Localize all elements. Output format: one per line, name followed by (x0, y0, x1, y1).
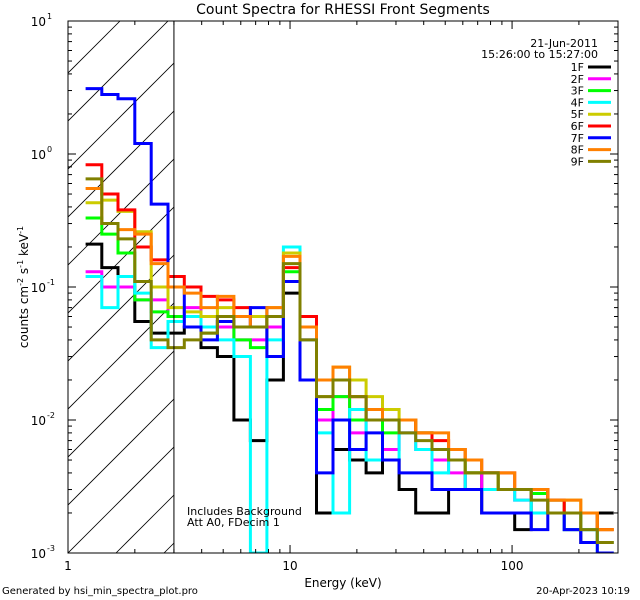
legend-label-5F: 5F (571, 108, 584, 121)
y-axis-label-part: s (17, 268, 31, 278)
legend-label-1F: 1F (571, 61, 584, 74)
y-tick-exponent: -3 (47, 544, 55, 553)
y-tick-exponent: -1 (47, 278, 55, 287)
y-tick-exponent: -2 (47, 411, 55, 420)
chart-title: Count Spectra for RHESSI Front Segments (196, 2, 490, 18)
date-label: 21-Jun-2011 (530, 37, 598, 50)
y-axis-label: counts cm-2 s-1 keV-1 (16, 226, 31, 348)
x-tick-label: 10 (282, 559, 297, 573)
y-tick-exponent: 1 (47, 12, 52, 21)
legend-label-9F: 9F (571, 155, 584, 168)
y-tick-label: 10 (31, 15, 46, 29)
x-tick-label: 1 (64, 559, 72, 573)
legend-label-3F: 3F (571, 85, 584, 98)
y-tick-label: 10 (31, 414, 46, 428)
x-axis-label: Energy (keV) (304, 576, 381, 590)
y-axis-label-part: keV (17, 233, 31, 260)
series-layer (85, 87, 614, 553)
y-tick-label: 10 (31, 281, 46, 295)
hatch-line (68, 21, 313, 266)
legend-label-8F: 8F (571, 144, 584, 157)
excluded-energy-hatch (68, 21, 618, 553)
legend-label-6F: 6F (571, 120, 584, 133)
series-9F (85, 177, 614, 544)
attenuator-note: Att A0, FDecim 1 (187, 516, 280, 529)
x-tick-label: 100 (501, 559, 524, 573)
y-axis-label-part: -1 (16, 260, 25, 268)
legend-label-4F: 4F (571, 96, 584, 109)
series-7F (85, 87, 614, 553)
y-tick-exponent: 0 (47, 145, 52, 154)
y-tick-label: 10 (31, 148, 46, 162)
legend-label-7F: 7F (571, 132, 584, 145)
y-axis-label-part: -1 (16, 226, 25, 234)
background-note: Includes Background (187, 505, 302, 518)
y-tick-label: 10 (31, 547, 46, 561)
timestamp-text: 20-Apr-2023 10:19 (536, 586, 630, 597)
generated-by-text: Generated by hsi_min_spectra_plot.pro (2, 586, 198, 597)
y-axis-label-part: -2 (16, 278, 25, 286)
y-axis-label-part: counts cm (17, 286, 31, 348)
hatch-line (68, 21, 265, 218)
time-range-label: 15:26:00 to 15:27:00 (481, 48, 598, 61)
hatch-mask (173, 21, 618, 553)
legend-label-2F: 2F (571, 73, 584, 86)
